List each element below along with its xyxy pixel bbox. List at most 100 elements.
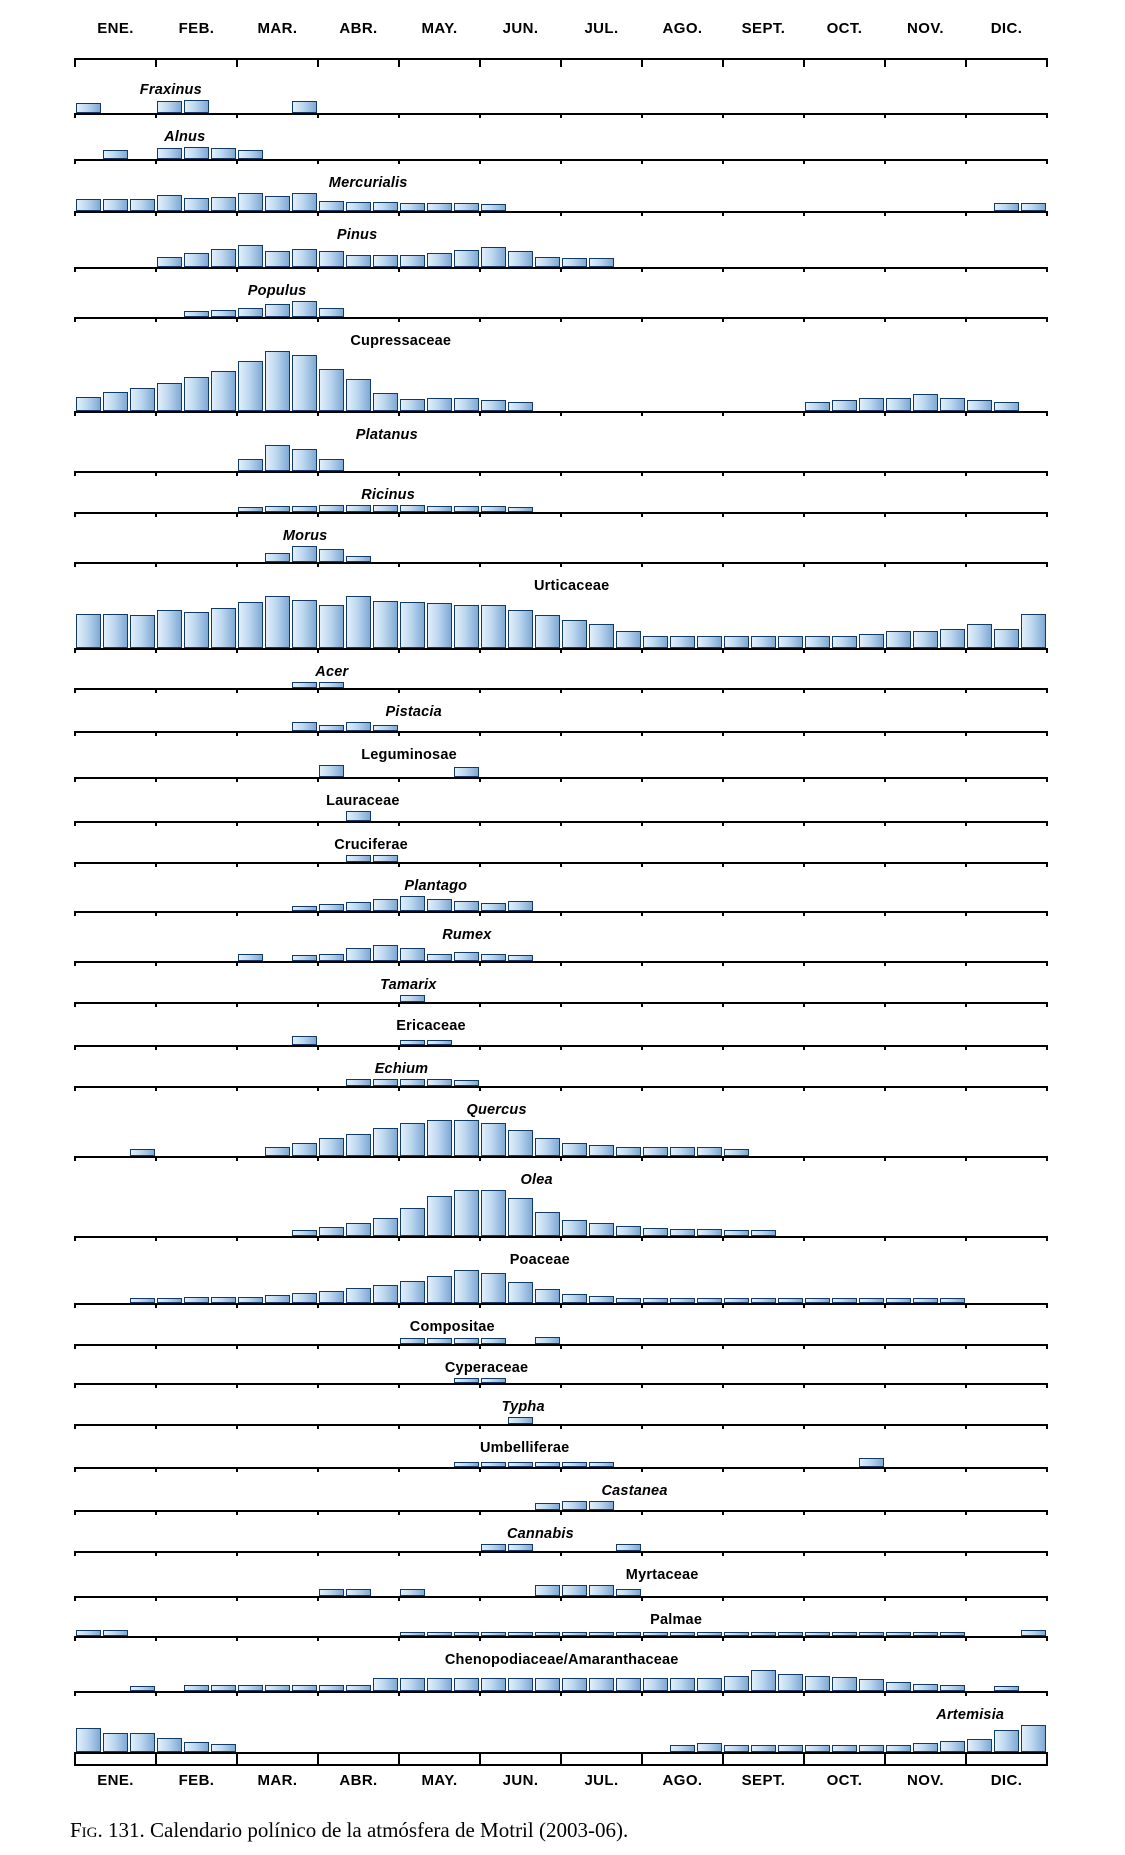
row-month-tick xyxy=(884,1002,886,1007)
row-month-tick xyxy=(1046,1467,1048,1472)
pollen-bar xyxy=(292,722,317,731)
row-month-tick xyxy=(479,1636,481,1641)
row-month-tick xyxy=(884,471,886,476)
month-tick xyxy=(965,58,967,67)
top-month-axis: ENE. FEB. MAR. ABR. MAY. JUN. JUL. AGO. SEPT. OCT… xyxy=(0,16,1125,68)
pollen-bar xyxy=(238,507,263,512)
pollen-bar xyxy=(319,605,344,648)
pollen-bar xyxy=(319,201,344,211)
row-month-tick xyxy=(641,1086,643,1091)
taxon-label: Leguminosae xyxy=(361,747,457,763)
taxon-row: Lauraceae xyxy=(0,779,1125,826)
month-label: FEB. xyxy=(178,20,215,37)
pollen-bar xyxy=(346,556,371,562)
row-month-tick xyxy=(965,317,967,322)
row-month-tick xyxy=(641,1236,643,1241)
pollen-bar xyxy=(346,379,371,411)
month-tick xyxy=(317,58,319,67)
row-month-tick xyxy=(155,777,157,782)
row-month-tick xyxy=(722,688,724,693)
row-month-tick xyxy=(641,688,643,693)
figure-caption: Fig. 131. Calendario polínico de la atmó… xyxy=(70,1818,1125,1843)
pollen-bar xyxy=(454,1462,479,1467)
pollen-bar xyxy=(751,1745,776,1752)
pollen-bar xyxy=(481,954,506,961)
pollen-bar xyxy=(454,605,479,648)
row-month-tick xyxy=(1046,471,1048,476)
pollen-bar xyxy=(319,459,344,471)
row-month-tick xyxy=(965,1691,967,1696)
pollen-bar xyxy=(670,1229,695,1236)
row-month-tick xyxy=(155,317,157,322)
pollen-bar xyxy=(346,855,371,862)
row-month-tick xyxy=(155,1383,157,1388)
pollen-bar xyxy=(400,948,425,961)
row-month-tick xyxy=(236,1383,238,1388)
pollen-bar xyxy=(859,634,884,648)
taxon-row: Platanus xyxy=(0,413,1125,476)
taxon-row: Compositae xyxy=(0,1305,1125,1349)
row-month-tick xyxy=(479,1344,481,1349)
month-label: AGO. xyxy=(662,1772,703,1789)
row-month-tick xyxy=(398,777,400,782)
row-month-tick xyxy=(1046,562,1048,567)
row-month-tick xyxy=(560,1596,562,1601)
row-month-tick xyxy=(803,1236,805,1241)
row-month-tick xyxy=(965,862,967,867)
row-month-tick xyxy=(479,688,481,693)
pollen-bar xyxy=(967,624,992,648)
row-month-tick xyxy=(560,1156,562,1161)
pollen-bar xyxy=(157,383,182,411)
pollen-bar xyxy=(805,1745,830,1752)
pollen-bar xyxy=(832,1745,857,1752)
pollen-bar xyxy=(643,1632,668,1636)
row-month-tick xyxy=(722,1752,724,1757)
pollen-bar xyxy=(427,1040,452,1045)
row-month-tick xyxy=(317,267,319,272)
row-month-tick xyxy=(722,1002,724,1007)
row-month-tick xyxy=(479,317,481,322)
row-month-tick xyxy=(317,1510,319,1515)
pollen-bar xyxy=(994,629,1019,648)
pollen-bar xyxy=(913,394,938,411)
row-month-tick xyxy=(74,731,76,736)
pollen-bar xyxy=(184,1742,209,1752)
row-month-tick xyxy=(560,411,562,416)
pollen-bar xyxy=(427,203,452,211)
row-month-tick xyxy=(479,1383,481,1388)
pollen-bar xyxy=(346,1288,371,1303)
row-month-tick xyxy=(398,512,400,517)
pollen-bar xyxy=(481,1273,506,1303)
row-month-tick xyxy=(641,862,643,867)
pollen-bar xyxy=(697,636,722,648)
pollen-bar xyxy=(805,1632,830,1636)
row-month-tick xyxy=(1046,159,1048,164)
row-month-tick xyxy=(803,821,805,826)
row-month-tick xyxy=(155,648,157,653)
row-month-tick xyxy=(884,777,886,782)
row-month-tick xyxy=(1046,1691,1048,1696)
pollen-bar xyxy=(751,1298,776,1303)
row-month-tick xyxy=(884,688,886,693)
row-month-tick xyxy=(155,862,157,867)
taxon-label: Compositae xyxy=(409,1319,495,1335)
row-month-tick xyxy=(74,471,76,476)
row-month-tick xyxy=(479,512,481,517)
pollen-bar xyxy=(481,1632,506,1636)
row-month-tick xyxy=(155,1467,157,1472)
pollen-bar xyxy=(292,301,317,317)
pollen-bar xyxy=(508,507,533,512)
row-month-tick xyxy=(722,159,724,164)
row-month-tick xyxy=(641,562,643,567)
row-month-tick xyxy=(560,1002,562,1007)
pollen-bar xyxy=(589,1462,614,1467)
month-label: JUL. xyxy=(584,20,619,37)
row-month-tick xyxy=(398,1303,400,1308)
row-month-tick xyxy=(641,317,643,322)
row-month-tick xyxy=(722,911,724,916)
taxon-row: Castanea xyxy=(0,1469,1125,1515)
taxon-label: Populus xyxy=(247,283,307,299)
month-tick xyxy=(155,58,157,67)
month-tick xyxy=(236,58,238,67)
taxon-label: Rumex xyxy=(442,927,492,943)
